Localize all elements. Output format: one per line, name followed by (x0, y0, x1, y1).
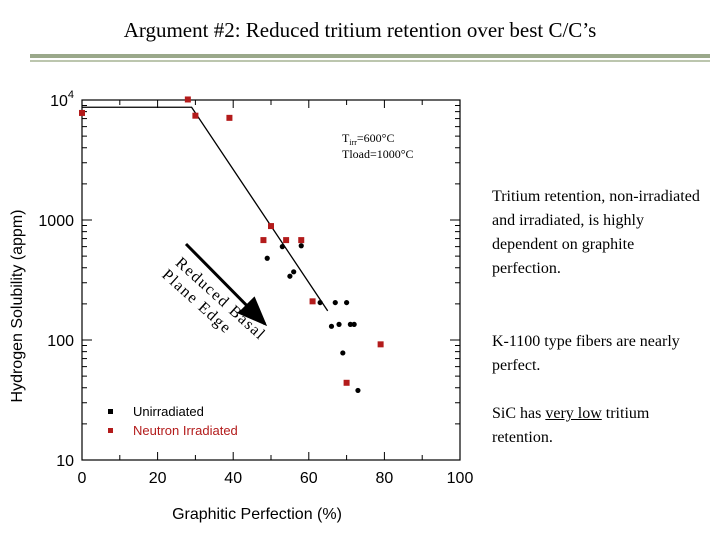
point-unirradiated (355, 387, 361, 394)
y-tick-label: 1000 (38, 213, 74, 230)
y-tick-label: 10 (56, 453, 74, 470)
title-rule (30, 54, 710, 58)
point-neutron-irradiated (377, 341, 384, 348)
y-axis-label: Hydrogen Solubility (appm) (9, 210, 26, 403)
conditions-label-line2: Tload=1000°C (342, 147, 414, 161)
sic-text: SiC has very low tritium retention. (492, 402, 707, 450)
point-unirradiated (264, 255, 270, 261)
point-unirradiated (332, 299, 338, 306)
y-tick-label: 104 (50, 89, 74, 110)
point-unirradiated (279, 244, 285, 250)
x-tick-label: 60 (300, 470, 318, 487)
point-unirradiated (347, 321, 353, 327)
point-neutron-irradiated (283, 237, 290, 244)
axis-ticks (81, 99, 461, 461)
x-axis-label: Graphitic Perfection (%) (172, 506, 342, 523)
point-unirradiated (298, 243, 304, 249)
point-neutron-irradiated (260, 237, 267, 244)
point-unirradiated (351, 321, 357, 327)
point-neutron-irradiated (184, 96, 191, 103)
fiber-text: K-1100 type fibers are nearly perfect. (492, 333, 680, 374)
data-points (79, 96, 384, 394)
slide-title: Argument #2: Reduced tritium retention o… (123, 18, 597, 42)
sic-text-underlined: very low (545, 405, 602, 422)
y-tick-labels: 10 100 1000 104 (38, 89, 74, 470)
point-unirradiated (291, 269, 297, 275)
sic-text-before: SiC has (492, 405, 546, 422)
conditions-label: Tirr=600°C (342, 131, 394, 147)
x-tick-labels: 0 20 40 60 80 100 (78, 470, 474, 487)
legend: Unirradiated Neutron Irradiated (108, 404, 238, 438)
point-unirradiated (317, 299, 323, 306)
legend-label-irradiated: Neutron Irradiated (133, 423, 238, 438)
x-tick-label: 0 (78, 470, 87, 487)
point-neutron-irradiated (226, 114, 233, 121)
x-tick-label: 100 (447, 470, 474, 487)
point-neutron-irradiated (268, 223, 274, 230)
point-unirradiated (340, 350, 346, 356)
x-tick-label: 80 (376, 470, 394, 487)
point-neutron-irradiated (309, 298, 316, 305)
point-unirradiated (344, 299, 350, 306)
point-neutron-irradiated (79, 109, 85, 116)
title-rule-secondary (30, 60, 710, 62)
annotation: Reduced Basal Plane Edge (158, 254, 268, 344)
point-unirradiated (336, 321, 342, 327)
y-tick-label: 100 (47, 333, 74, 350)
annotation-arrow (184, 242, 268, 327)
x-tick-label: 20 (149, 470, 167, 487)
point-neutron-irradiated (343, 379, 350, 386)
retention-text: Tritium retention, non-irradiated and ir… (492, 188, 700, 277)
legend-label-unirradiated: Unirradiated (133, 404, 204, 419)
trend-line (82, 106, 329, 312)
x-tick-label: 40 (224, 470, 242, 487)
legend-marker-unirradiated (108, 409, 113, 414)
point-neutron-irradiated (298, 237, 305, 244)
point-unirradiated (328, 323, 335, 329)
legend-marker-irradiated (108, 428, 113, 433)
sic-text-after: tritium retention. (492, 405, 650, 446)
point-unirradiated (287, 273, 293, 279)
point-neutron-irradiated (192, 112, 199, 119)
